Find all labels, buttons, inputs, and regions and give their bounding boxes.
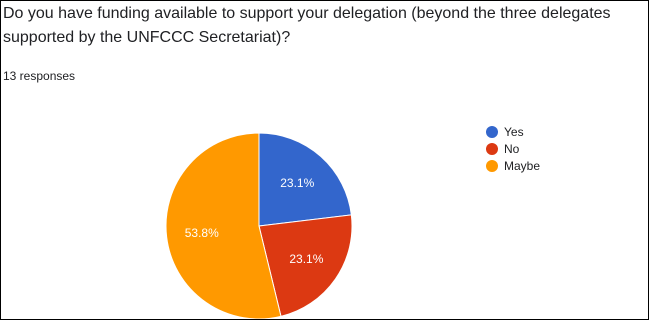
legend-item-no: No	[486, 140, 540, 157]
chart-legend: Yes No Maybe	[486, 123, 540, 174]
slice-label-maybe: 53.8%	[185, 226, 219, 240]
slice-label-no: 23.1%	[289, 252, 323, 266]
legend-swatch-no	[486, 142, 498, 155]
response-count: 13 responses	[3, 69, 76, 83]
legend-swatch-maybe	[486, 159, 498, 172]
pie-slice-yes	[258, 132, 352, 227]
pie-slice-no	[258, 214, 353, 317]
legend-label-maybe: Maybe	[504, 158, 541, 173]
legend-item-maybe: Maybe	[486, 157, 540, 174]
question-title: Do you have funding available to support…	[3, 5, 611, 46]
legend-item-yes: Yes	[486, 123, 540, 140]
pie-slice-maybe	[165, 132, 282, 319]
slice-label-yes: 23.1%	[280, 176, 314, 190]
legend-swatch-yes	[486, 125, 498, 138]
legend-label-no: No	[504, 141, 520, 156]
legend-label-yes: Yes	[504, 124, 524, 139]
